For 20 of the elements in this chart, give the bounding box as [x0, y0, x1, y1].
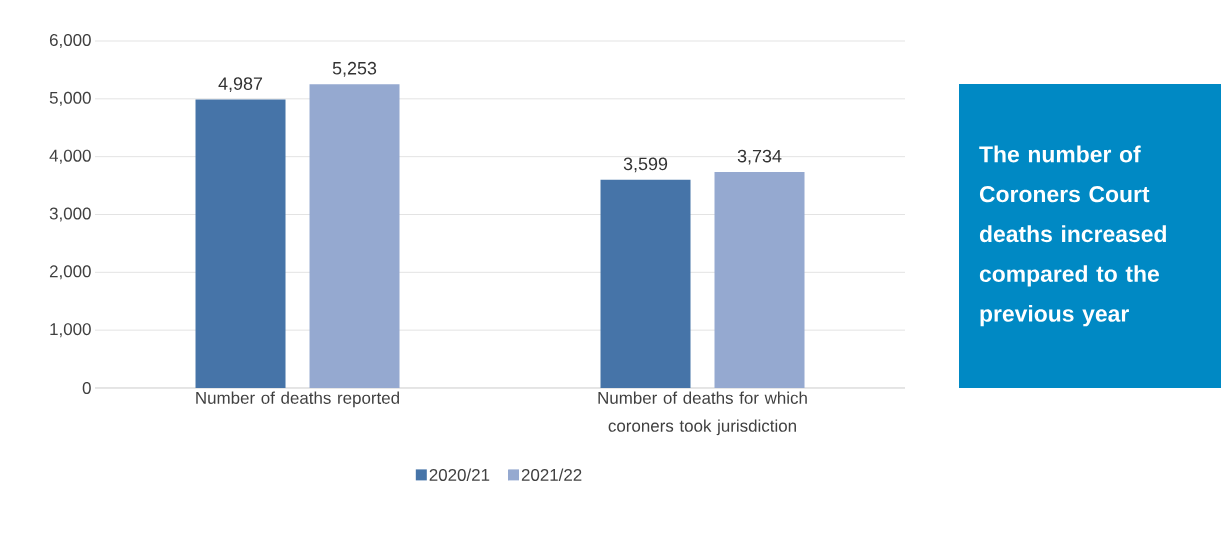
bar: [309, 84, 400, 388]
data-label: 3,734: [737, 149, 782, 165]
bar: [600, 179, 691, 388]
x-tick-label: Number of deaths for which coroners took jurisdiction: [598, 391, 807, 436]
y-tick-label: 5,000: [49, 91, 91, 106]
text: The number of Coroners Court deaths increased compared to the previous year: [979, 145, 1166, 327]
data-label: 3,599: [623, 157, 668, 173]
x-tick-label: Number of deaths reported: [196, 391, 399, 408]
data-label: 4,987: [218, 77, 263, 93]
legend-label: 2021/22: [521, 468, 582, 481]
data-label: 5,253: [332, 61, 377, 77]
y-tick-label: 6,000: [49, 33, 91, 48]
y-tick-label: 1,000: [50, 323, 91, 338]
y-tick-label: 3,000: [49, 207, 91, 222]
y-tick-label: 0: [82, 381, 91, 394]
y-tick-label: 4,000: [49, 149, 91, 164]
legend-label: 2020/21: [429, 468, 490, 481]
bar: [714, 172, 805, 388]
y-tick-label: 2,000: [49, 265, 91, 280]
bar: [195, 99, 286, 388]
